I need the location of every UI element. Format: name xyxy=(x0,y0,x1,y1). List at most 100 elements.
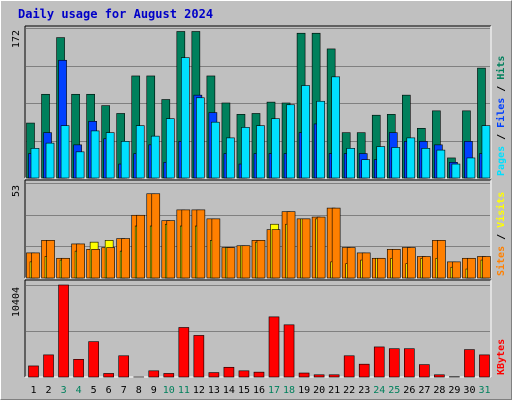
legend-panel-2: Sites / Visits xyxy=(495,192,507,276)
pages-bar xyxy=(45,142,55,179)
sites-bar xyxy=(467,257,476,279)
x-tick-label-day-20: 20 xyxy=(313,385,325,396)
x-tick-label-day-10: 10 xyxy=(163,385,175,396)
kbytes-bar xyxy=(283,324,295,378)
kbytes-bar xyxy=(193,335,205,378)
sites-bar xyxy=(151,193,161,279)
pages-bar xyxy=(196,97,205,179)
sites-bar xyxy=(76,243,85,279)
pages-bar xyxy=(421,148,431,179)
sites-bar xyxy=(437,240,446,279)
y-max-label-panel-1: 172 xyxy=(11,30,22,48)
sites-bar xyxy=(361,252,371,279)
legend-item: Visits xyxy=(495,192,507,228)
sites-bar xyxy=(136,214,146,279)
pages-bar xyxy=(331,76,340,179)
sites-bar xyxy=(196,209,206,279)
pages-bar xyxy=(406,137,416,179)
x-tick-label-day-26: 26 xyxy=(403,385,415,396)
y-max-label-panel-2: 53 xyxy=(11,185,22,197)
x-tick-label-day-3: 3 xyxy=(61,385,67,396)
sites-bar xyxy=(106,247,115,279)
x-tick-label-day-31: 31 xyxy=(478,385,490,396)
x-tick-label-day-12: 12 xyxy=(193,385,205,396)
x-tick-label-day-9: 9 xyxy=(151,385,157,396)
x-tick-label-day-2: 2 xyxy=(46,385,52,396)
kbytes-bar xyxy=(373,346,385,378)
x-tick-label-day-6: 6 xyxy=(106,385,112,396)
sites-bar xyxy=(46,240,55,279)
sites-bar xyxy=(286,211,296,279)
kbytes-bar xyxy=(253,371,265,378)
pages-bar xyxy=(135,125,145,179)
kbytes-bar xyxy=(479,354,490,378)
kbytes-bar xyxy=(208,372,220,378)
pages-bar xyxy=(211,121,220,179)
pages-bar xyxy=(451,163,461,179)
pages-bar xyxy=(105,132,115,179)
graph-title: Daily usage for August 2024 xyxy=(18,7,214,21)
y-max-label-panel-3: 10404 xyxy=(11,287,22,317)
sites-bar xyxy=(61,257,70,279)
pages-bar xyxy=(226,137,235,179)
kbytes-bar xyxy=(43,354,54,378)
kbytes-bar xyxy=(298,372,310,378)
kbytes-bar xyxy=(88,341,99,378)
sites-bar xyxy=(166,220,176,279)
pages-bar xyxy=(391,147,401,179)
kbytes-bar xyxy=(103,373,114,378)
sites-bar xyxy=(211,218,221,279)
kbytes-bar xyxy=(268,316,280,378)
pages-bar xyxy=(241,127,250,179)
x-tick-label-day-18: 18 xyxy=(283,385,295,396)
kbytes-bar xyxy=(404,348,415,378)
sites-bar xyxy=(91,249,100,279)
kbytes-bar xyxy=(343,355,355,378)
kbytes-bar xyxy=(58,284,69,378)
x-tick-label-day-19: 19 xyxy=(298,385,310,396)
kbytes-bar xyxy=(419,364,430,378)
kbytes-bar xyxy=(358,363,370,378)
pages-bar xyxy=(90,130,100,179)
sites-bar xyxy=(331,207,341,279)
pages-bar xyxy=(346,148,355,179)
sites-bar xyxy=(422,256,431,279)
pages-bar xyxy=(376,146,386,179)
sites-bar xyxy=(407,247,416,279)
legend-item: Hits xyxy=(495,56,507,80)
kbytes-bar xyxy=(313,374,325,378)
pages-bar xyxy=(165,118,175,179)
x-tick-label-day-23: 23 xyxy=(358,385,370,396)
x-tick-label-day-29: 29 xyxy=(448,385,460,396)
sites-bar xyxy=(391,249,401,279)
legend-item: Sites xyxy=(495,246,507,276)
sites-bar xyxy=(181,209,191,279)
pages-bar xyxy=(271,118,280,179)
legend-panel-3: KBytes xyxy=(496,339,507,375)
pages-bar xyxy=(150,135,160,179)
x-tick-label-day-25: 25 xyxy=(388,385,400,396)
sites-bar xyxy=(346,247,356,279)
kbytes-bar xyxy=(163,373,175,378)
x-tick-label-day-28: 28 xyxy=(433,385,445,396)
pages-bar xyxy=(60,125,70,179)
x-tick-label-day-8: 8 xyxy=(136,385,142,396)
legend-item: Files xyxy=(495,98,507,128)
x-tick-label-day-27: 27 xyxy=(418,385,430,396)
pages-bar xyxy=(466,157,476,179)
sites-bar xyxy=(452,261,461,279)
x-tick-label-day-14: 14 xyxy=(223,385,235,396)
sites-bar xyxy=(301,218,311,279)
pages-bar xyxy=(75,151,85,179)
x-tick-label-day-21: 21 xyxy=(328,385,340,396)
x-tick-label-day-5: 5 xyxy=(91,385,97,396)
legend-item: KBytes xyxy=(496,339,507,375)
sites-bar xyxy=(271,229,281,279)
x-tick-label-day-30: 30 xyxy=(463,385,475,396)
legend-item: Pages xyxy=(496,146,507,176)
kbytes-bar xyxy=(118,355,129,378)
pages-bar xyxy=(256,125,265,179)
x-tick-label-day-15: 15 xyxy=(238,385,250,396)
pages-bar xyxy=(181,57,190,179)
